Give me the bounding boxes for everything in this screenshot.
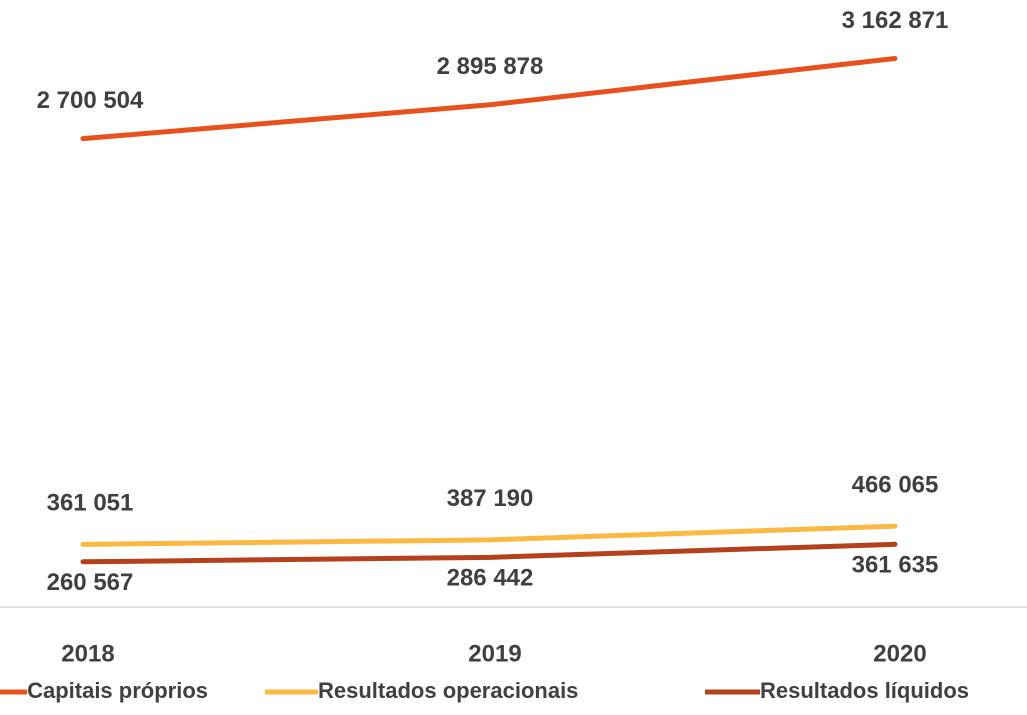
- data-label: 2 700 504: [37, 87, 144, 114]
- data-label: 286 442: [447, 565, 534, 592]
- x-tick-label: 2020: [873, 640, 926, 667]
- data-label: 361 635: [852, 552, 939, 579]
- data-label: 260 567: [47, 569, 134, 596]
- data-label: 361 051: [47, 490, 134, 517]
- series-line: [80, 523, 898, 547]
- data-label: 2 895 878: [437, 53, 544, 80]
- x-tick-label: 2019: [468, 640, 521, 667]
- x-tick-label: 2018: [61, 640, 114, 667]
- series-line: [80, 541, 898, 565]
- data-label: 3 162 871: [842, 7, 949, 34]
- series-line: [80, 55, 898, 142]
- legend-label: Resultados operacionais: [318, 678, 578, 703]
- legend-label: Capitais próprios: [27, 678, 208, 703]
- data-label: 387 190: [447, 485, 534, 512]
- data-label: 466 065: [852, 472, 939, 499]
- legend-label: Resultados líquidos: [760, 678, 969, 703]
